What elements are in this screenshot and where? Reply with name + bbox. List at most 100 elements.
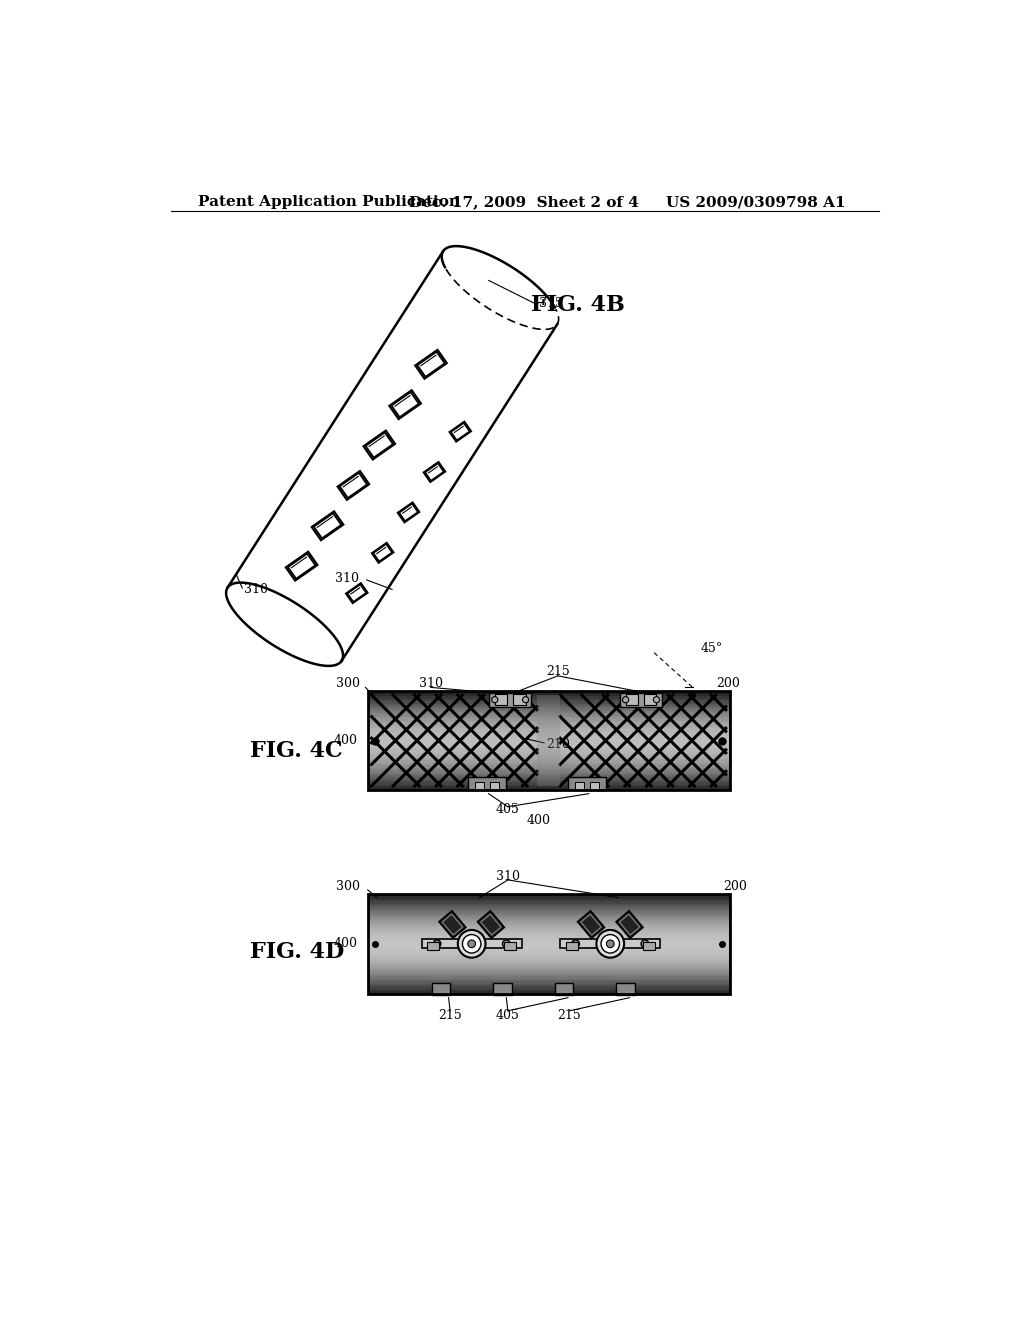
Bar <box>369 972 729 974</box>
Text: 215: 215 <box>438 1008 462 1022</box>
Polygon shape <box>418 352 444 376</box>
Bar <box>369 933 729 937</box>
Polygon shape <box>374 544 392 561</box>
Bar <box>369 715 729 719</box>
Polygon shape <box>346 583 368 603</box>
Bar <box>369 939 729 942</box>
Bar <box>513 694 525 705</box>
Bar <box>369 741 729 743</box>
Bar <box>369 755 729 759</box>
Polygon shape <box>389 389 421 420</box>
Bar <box>369 718 729 722</box>
Bar <box>369 701 729 705</box>
Bar <box>369 911 729 915</box>
Bar <box>369 944 729 946</box>
Bar <box>489 693 531 706</box>
Text: 300: 300 <box>336 879 360 892</box>
Bar <box>369 698 729 702</box>
Bar <box>369 752 729 756</box>
Text: 310: 310 <box>244 583 268 597</box>
Bar <box>369 743 729 746</box>
Bar <box>369 706 729 709</box>
Polygon shape <box>616 911 643 939</box>
Text: 215: 215 <box>546 665 569 678</box>
Text: Patent Application Publication: Patent Application Publication <box>198 195 460 210</box>
Polygon shape <box>314 513 341 539</box>
Circle shape <box>601 935 620 953</box>
Bar <box>369 961 729 965</box>
Bar <box>538 696 560 785</box>
Bar <box>643 942 655 950</box>
Bar <box>369 746 729 748</box>
Text: 215: 215 <box>558 1008 582 1022</box>
Bar <box>427 942 439 950</box>
Bar <box>369 929 729 932</box>
Bar <box>504 942 516 950</box>
Text: 405: 405 <box>496 803 520 816</box>
Polygon shape <box>439 911 466 939</box>
Bar <box>369 941 729 945</box>
Text: 45°: 45° <box>700 643 723 656</box>
Bar <box>565 942 578 950</box>
Bar <box>574 781 584 789</box>
Bar <box>369 758 729 762</box>
Bar <box>369 896 729 899</box>
Polygon shape <box>477 911 505 939</box>
Bar <box>495 694 507 705</box>
Circle shape <box>623 697 629 702</box>
Bar <box>369 983 729 987</box>
Bar <box>369 921 729 924</box>
Bar <box>369 949 729 952</box>
Bar <box>369 902 729 904</box>
Bar <box>369 974 729 977</box>
Bar <box>369 748 729 751</box>
Bar <box>369 966 729 970</box>
Text: 310: 310 <box>419 677 442 690</box>
Bar <box>369 772 729 776</box>
Bar <box>369 785 729 788</box>
Bar <box>369 692 729 694</box>
Bar <box>369 946 729 949</box>
Bar <box>568 777 606 789</box>
Bar <box>475 781 484 789</box>
Bar <box>490 781 500 789</box>
Bar <box>432 983 451 995</box>
Bar <box>369 780 729 783</box>
Bar <box>369 696 729 700</box>
Polygon shape <box>286 552 317 581</box>
Bar <box>369 763 729 766</box>
Bar <box>369 787 729 791</box>
Bar <box>494 983 512 995</box>
Circle shape <box>433 940 441 948</box>
Bar <box>369 713 729 717</box>
Bar <box>369 704 729 706</box>
Bar <box>369 904 729 907</box>
Bar <box>369 775 729 779</box>
Bar <box>369 952 729 954</box>
Text: 400: 400 <box>334 734 357 747</box>
Bar <box>369 907 729 909</box>
Polygon shape <box>226 582 343 665</box>
Bar <box>368 894 730 994</box>
Circle shape <box>606 940 614 948</box>
Bar <box>555 983 573 995</box>
Bar <box>369 932 729 935</box>
Polygon shape <box>340 473 367 498</box>
Text: US 2009/0309798 A1: US 2009/0309798 A1 <box>666 195 846 210</box>
Bar <box>369 894 729 898</box>
Polygon shape <box>372 543 393 564</box>
Bar <box>369 709 729 711</box>
Text: Dec. 17, 2009  Sheet 2 of 4: Dec. 17, 2009 Sheet 2 of 4 <box>410 195 639 210</box>
Polygon shape <box>450 421 471 442</box>
Bar <box>369 916 729 920</box>
Circle shape <box>571 940 580 948</box>
Bar <box>369 977 729 979</box>
Bar <box>620 693 663 706</box>
Circle shape <box>522 697 528 702</box>
Bar <box>422 940 521 949</box>
Bar <box>560 940 660 949</box>
Polygon shape <box>397 502 420 523</box>
Circle shape <box>463 935 481 953</box>
Bar <box>368 894 730 994</box>
Bar <box>369 768 729 771</box>
